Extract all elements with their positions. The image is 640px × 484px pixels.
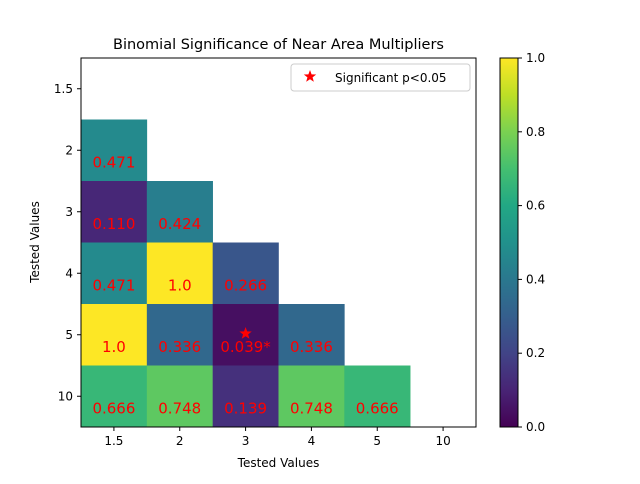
cell-value-label: 0.666	[92, 399, 135, 417]
x-axis: 1.5 2 3 4 5 10	[104, 427, 451, 448]
y-axis-label: Tested Values	[28, 201, 42, 284]
y-tick-label: 2	[65, 143, 73, 157]
heatmap-cell	[278, 304, 345, 366]
x-tick-label: 1.5	[104, 434, 123, 448]
y-tick-label: 3	[65, 205, 73, 219]
colorbar: 0.0 0.2 0.4 0.6 0.8 1.0	[499, 51, 545, 434]
cell-value-label: 0.424	[158, 215, 201, 233]
x-tick-label: 3	[242, 434, 250, 448]
colorbar-gradient	[499, 57, 519, 428]
cell-value-label: 0.039*	[220, 338, 271, 356]
heatmap-cell	[81, 119, 148, 182]
legend-star-icon	[303, 70, 317, 82]
cell-value-label: 1.0	[102, 338, 126, 356]
cell-value-label: 0.110	[92, 215, 135, 233]
x-tick-label: 4	[308, 434, 316, 448]
heatmap-cell	[278, 365, 345, 428]
cell-value-label: 0.471	[92, 153, 135, 171]
heatmap-cell	[344, 365, 411, 428]
heatmap-cells	[81, 119, 411, 428]
cell-value-label: 0.471	[92, 276, 135, 294]
axes-frame	[80, 57, 477, 428]
heatmap-cell	[146, 181, 213, 243]
cell-labels: 0.471 0.110 0.424 0.471 1.0 0.266 1.0 0.336 0.03…	[92, 153, 398, 417]
cell-value-label: 0.666	[356, 399, 399, 417]
heatmap-cell	[81, 181, 148, 243]
cell-value-label: 0.336	[158, 338, 201, 356]
significance-markers	[239, 327, 252, 339]
legend: Significant p<0.05	[290, 63, 471, 92]
heatmap-cell	[212, 242, 279, 305]
heatmap-cell	[81, 242, 148, 305]
cell-value-label: 0.139	[224, 399, 267, 417]
colorbar-tick-label: 0.2	[526, 346, 545, 360]
y-tick-label: 4	[65, 266, 73, 280]
cell-value-label: 0.266	[224, 276, 267, 294]
heatmap-cell	[81, 304, 148, 366]
y-tick-label: 1.5	[54, 82, 73, 96]
colorbar-tick-label: 0.4	[526, 272, 545, 286]
y-tick-label: 10	[58, 389, 73, 403]
legend-box	[290, 63, 471, 92]
x-tick-label: 10	[435, 434, 450, 448]
legend-label: Significant p<0.05	[335, 71, 447, 85]
heatmap-cell	[212, 365, 279, 428]
chart-title: Binomial Significance of Near Area Multi…	[113, 37, 444, 53]
y-axis: 1.5 2 3 4 5 10	[54, 82, 81, 403]
x-axis-label: Tested Values	[237, 456, 320, 470]
heatmap-cell	[146, 365, 213, 428]
colorbar-tick-label: 0.0	[526, 420, 545, 434]
x-tick-label: 2	[176, 434, 184, 448]
colorbar-tick-label: 1.0	[526, 51, 545, 65]
significance-star-marker	[239, 327, 252, 339]
cell-value-label: 0.748	[290, 399, 333, 417]
cell-value-label: 0.748	[158, 399, 201, 417]
colorbar-tick-label: 0.8	[526, 125, 545, 139]
heatmap-cell	[146, 304, 213, 366]
colorbar-tick-label: 0.6	[526, 199, 545, 213]
heatmap-cell	[146, 242, 213, 305]
y-tick-label: 5	[65, 328, 73, 342]
x-tick-label: 5	[373, 434, 381, 448]
cell-value-label: 1.0	[168, 276, 192, 294]
heatmap-cell	[81, 365, 148, 428]
cell-value-label: 0.336	[290, 338, 333, 356]
